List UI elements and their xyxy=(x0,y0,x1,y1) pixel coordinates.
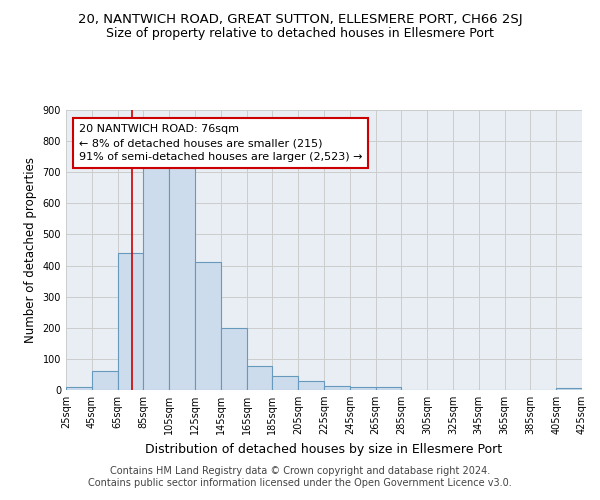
Bar xyxy=(272,376,298,390)
Text: Size of property relative to detached houses in Ellesmere Port: Size of property relative to detached ho… xyxy=(106,28,494,40)
Bar xyxy=(376,387,401,390)
Text: 20 NANTWICH ROAD: 76sqm
← 8% of detached houses are smaller (215)
91% of semi-de: 20 NANTWICH ROAD: 76sqm ← 8% of detached… xyxy=(79,124,362,162)
Text: Contains HM Land Registry data © Crown copyright and database right 2024.
Contai: Contains HM Land Registry data © Crown c… xyxy=(88,466,512,487)
Bar xyxy=(195,262,221,390)
Bar xyxy=(66,387,92,390)
Bar xyxy=(169,156,195,390)
Bar xyxy=(143,156,169,390)
Bar xyxy=(118,253,143,390)
Bar xyxy=(221,328,247,390)
Bar xyxy=(298,380,324,390)
Bar xyxy=(247,366,272,390)
Bar xyxy=(324,386,350,390)
Bar xyxy=(92,372,118,390)
Bar xyxy=(556,388,582,390)
Y-axis label: Number of detached properties: Number of detached properties xyxy=(24,157,37,343)
Text: 20, NANTWICH ROAD, GREAT SUTTON, ELLESMERE PORT, CH66 2SJ: 20, NANTWICH ROAD, GREAT SUTTON, ELLESME… xyxy=(77,12,523,26)
X-axis label: Distribution of detached houses by size in Ellesmere Port: Distribution of detached houses by size … xyxy=(145,442,503,456)
Bar xyxy=(350,387,376,390)
